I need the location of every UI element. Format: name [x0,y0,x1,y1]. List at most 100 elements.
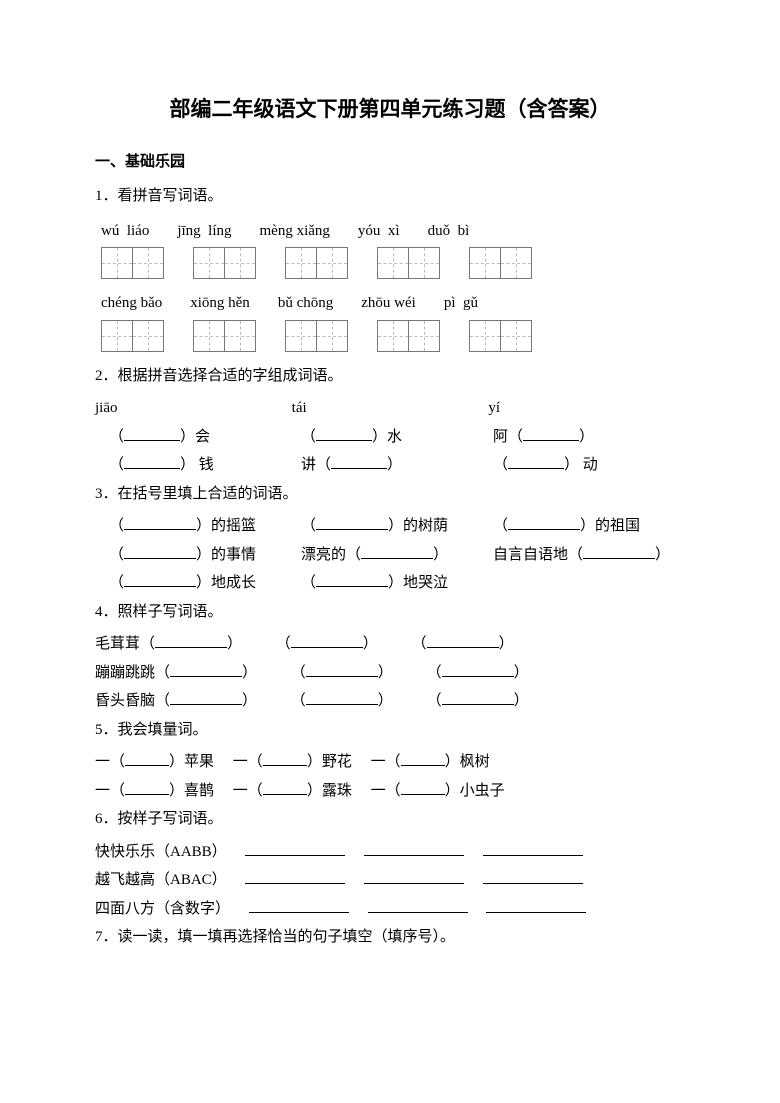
tian-pair[interactable] [469,247,531,279]
blank[interactable] [306,691,378,705]
blank[interactable] [263,781,307,795]
blank[interactable] [124,455,180,469]
blank[interactable] [442,663,514,677]
text: ） 动 [564,457,598,473]
blank[interactable] [508,455,564,469]
blank[interactable] [364,870,464,884]
text: ）水 [372,429,402,445]
tian-pair[interactable] [377,320,439,352]
section-heading: 一、基础乐园 [95,148,685,177]
blank[interactable] [125,781,169,795]
text: 自言自语地（ [493,547,583,563]
q1-pinyin-row2: chéng bǎo xiōng hěn bǔ chōng zhōu wéi pì… [101,289,685,318]
tian-pair[interactable] [193,247,255,279]
blank[interactable] [368,899,468,913]
q1-boxes-row1 [101,247,685,279]
text: 一（ [371,783,401,799]
text: 四面八方（含数字） [95,901,230,917]
q4-line1: 毛茸茸（） （） （） [95,630,685,659]
tian-pair[interactable] [469,320,531,352]
q3-row3: （）地成长 （）地哭泣 [95,569,685,598]
text: 一（ [233,754,263,770]
blank[interactable] [291,634,363,648]
text: 越飞越高（ABAC） [95,872,227,888]
pinyin: chéng bǎo [101,289,162,318]
q4-line2: 蹦蹦跳跳（） （） （） [95,659,685,688]
blank[interactable] [125,752,169,766]
q7-prompt: 7．读一读，填一填再选择恰当的句子填空（填序号）。 [95,923,685,952]
blank[interactable] [316,573,388,587]
q1-prompt: 1．看拼音写词语。 [95,182,685,211]
pinyin: yóu xì [358,217,400,246]
pinyin: wú liáo [101,217,149,246]
blank[interactable] [427,634,499,648]
text: （ [493,518,508,534]
blank[interactable] [245,842,345,856]
q6-line3: 四面八方（含数字） [95,895,685,924]
text: ）枫树 [445,754,490,770]
text: （ [109,575,124,591]
pinyin: pì gǔ [444,289,478,318]
q3-prompt: 3．在括号里填上合适的词语。 [95,480,685,509]
q4-prompt: 4．照样子写词语。 [95,598,685,627]
blank[interactable] [124,427,180,441]
blank[interactable] [331,455,387,469]
blank[interactable] [170,691,242,705]
text: （ [109,518,124,534]
text: 讲（ [301,457,331,473]
tian-pair[interactable] [377,247,439,279]
pinyin: zhōu wéi [361,289,416,318]
q2-line2: （） 钱 讲（） （） 动 [95,451,685,480]
blank[interactable] [316,516,388,530]
q1-pinyin-row1: wú liáo jīng líng mèng xiǎng yóu xì duǒ … [101,217,685,246]
q2-head-b: tái [292,394,489,423]
blank[interactable] [124,545,196,559]
tian-pair[interactable] [285,320,347,352]
q6-line1: 快快乐乐（AABB） [95,838,685,867]
text: 昏头昏脑（ [95,693,170,709]
blank[interactable] [155,634,227,648]
blank[interactable] [249,899,349,913]
text: 一（ [371,754,401,770]
tian-pair[interactable] [101,247,163,279]
q1-boxes-row2 [101,320,685,352]
text: ） [433,547,448,563]
blank[interactable] [483,870,583,884]
blank[interactable] [401,752,445,766]
blank[interactable] [486,899,586,913]
pinyin: xiōng hěn [190,289,250,318]
text: ）地成长 [196,575,256,591]
blank[interactable] [401,781,445,795]
blank[interactable] [361,545,433,559]
blank[interactable] [442,691,514,705]
blank[interactable] [583,545,655,559]
q2-heads: jiāo tái yí [95,394,685,423]
blank[interactable] [316,427,372,441]
tian-pair[interactable] [101,320,163,352]
blank[interactable] [245,870,345,884]
tian-pair[interactable] [193,320,255,352]
text: （ [109,547,124,563]
q3-row1: （）的摇篮 （）的树荫 （）的祖国 [95,512,685,541]
blank[interactable] [508,516,580,530]
text: ）的树荫 [388,518,448,534]
text: （ [301,518,316,534]
blank[interactable] [170,663,242,677]
blank[interactable] [124,516,196,530]
text: 蹦蹦跳跳（ [95,665,170,681]
text: ）苹果 [169,754,214,770]
text: 一（ [95,754,125,770]
blank[interactable] [124,573,196,587]
blank[interactable] [523,427,579,441]
text: ） [387,457,402,473]
text: （ [493,457,508,473]
text: ） [655,547,670,563]
blank[interactable] [364,842,464,856]
blank[interactable] [306,663,378,677]
blank[interactable] [483,842,583,856]
q2-line1: （）会 （）水 阿（） [95,423,685,452]
tian-pair[interactable] [285,247,347,279]
blank[interactable] [263,752,307,766]
text: （ [109,457,124,473]
page-title: 部编二年级语文下册第四单元练习题（含答案） [95,90,685,130]
